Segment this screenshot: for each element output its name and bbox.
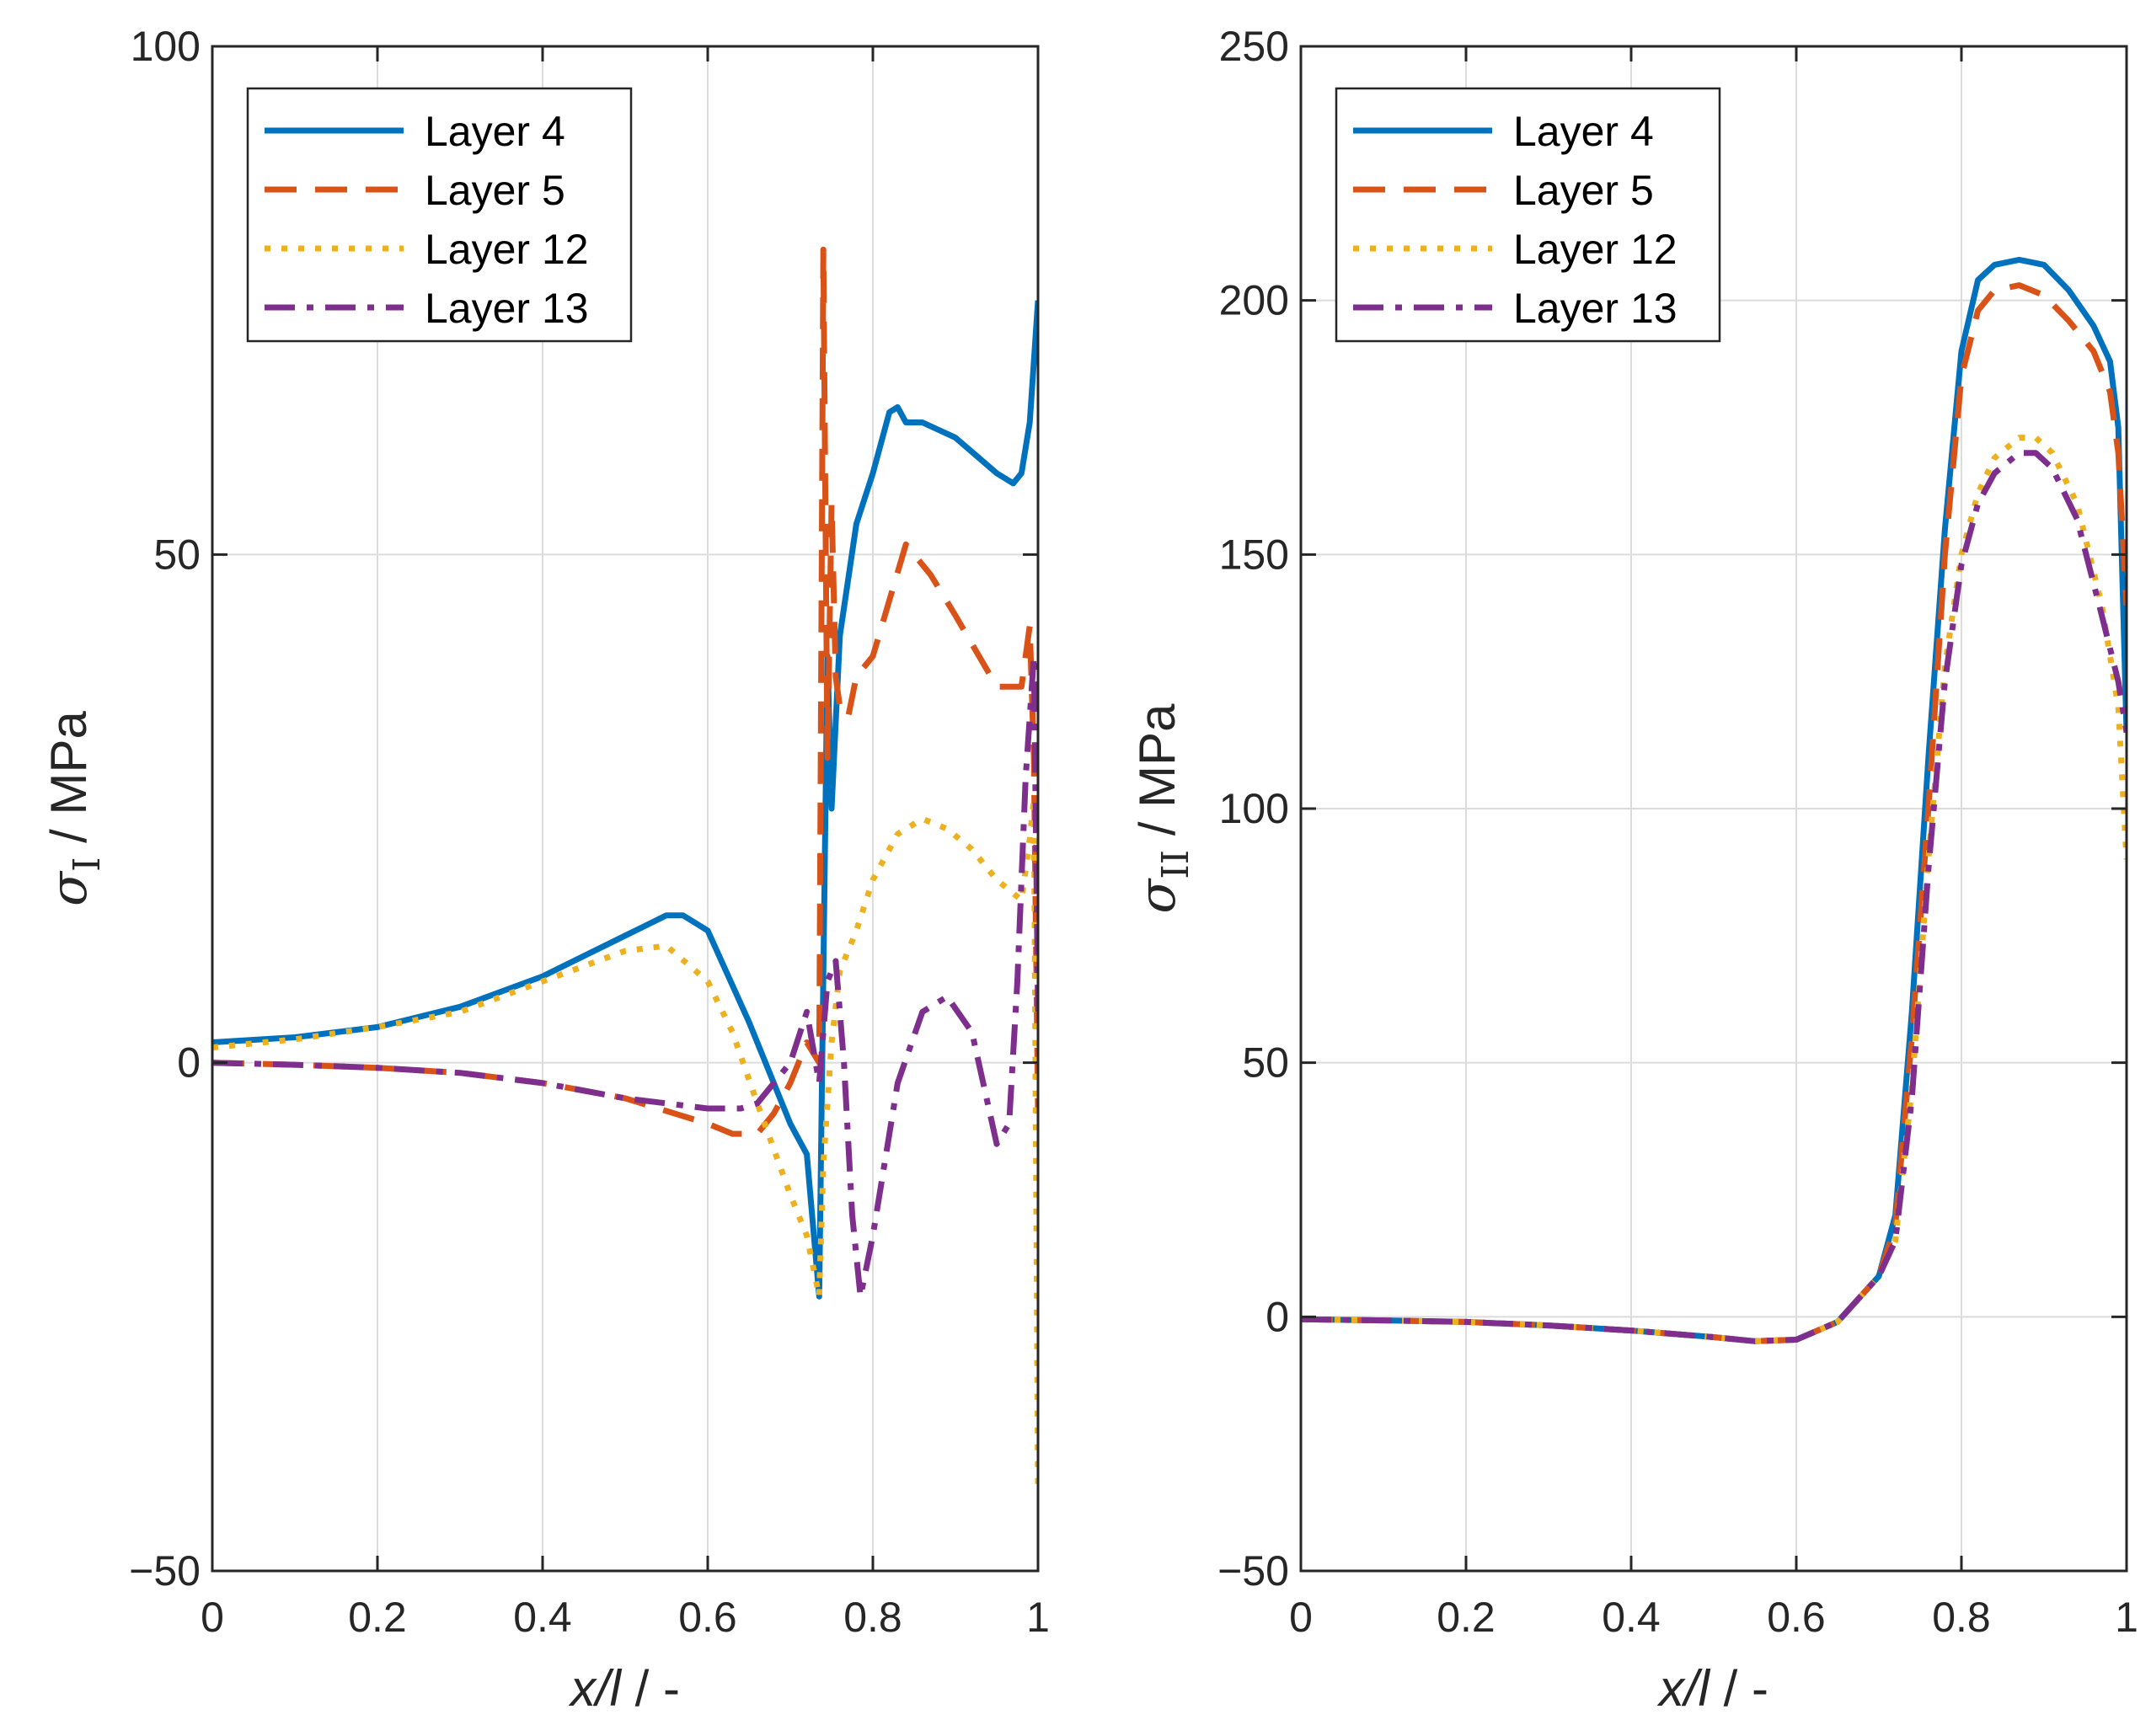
plot0-legend-label-0: Layer 4 xyxy=(425,108,565,155)
plot0-x-tick-label-1: 0.2 xyxy=(348,1594,407,1641)
plot0-x-tick-label-2: 0.4 xyxy=(513,1594,572,1641)
plot0-series-line-layer-5 xyxy=(212,246,1038,1137)
plot0-series-line-layer-13 xyxy=(212,653,1038,1300)
plot0-x-axis-label: x/l / - xyxy=(568,1660,680,1717)
plot1-y-tick-label-3: 100 xyxy=(1219,785,1289,832)
plot1-x-tick-label-2: 0.4 xyxy=(1602,1594,1661,1641)
plot1-y-tick-label-6: 250 xyxy=(1219,23,1289,70)
plot1-x-tick-label-5: 1 xyxy=(2115,1594,2138,1641)
plot1-y-tick-label-2: 50 xyxy=(1242,1039,1289,1087)
plot0-legend-label-1: Layer 5 xyxy=(425,167,565,214)
plot1-x-tick-label-4: 0.8 xyxy=(1932,1594,1991,1641)
plot1-y-tick-label-1: 0 xyxy=(1265,1293,1289,1340)
plot1-y-tick-label-0: −50 xyxy=(1217,1547,1289,1594)
plot1-legend-label-2: Layer 12 xyxy=(1513,226,1677,273)
plot0-y-tick-label-2: 50 xyxy=(153,531,201,578)
plot0-x-tick-label-5: 1 xyxy=(1026,1594,1050,1641)
plot0-series-group xyxy=(212,246,1038,1490)
plot1-x-tick-label-0: 0 xyxy=(1289,1594,1313,1641)
plot1-legend-label-3: Layer 13 xyxy=(1513,285,1677,332)
plot1-legend-label-1: Layer 5 xyxy=(1513,167,1654,214)
plot0-y-axis-label: σI / MPa xyxy=(40,711,109,906)
plot1-legend-label-0: Layer 4 xyxy=(1513,108,1654,155)
plot1-x-tick-label-3: 0.6 xyxy=(1767,1594,1826,1641)
plot1-series-line-layer-13 xyxy=(1301,450,2127,1344)
plot1-y-tick-label-5: 200 xyxy=(1219,277,1289,324)
plot0-y-tick-label-3: 100 xyxy=(131,23,201,70)
plot1-x-tick-label-1: 0.2 xyxy=(1437,1594,1496,1641)
plot1-y-axis-label: σII / MPa xyxy=(1128,703,1197,914)
plot1-x-axis-label: x/l / - xyxy=(1656,1660,1768,1717)
plot0-legend-label-2: Layer 12 xyxy=(425,226,589,273)
plot0-x-tick-label-3: 0.6 xyxy=(678,1594,737,1641)
plot0-legend-label-3: Layer 13 xyxy=(425,285,589,332)
plot1-series-group xyxy=(1301,256,2127,1344)
plot1-y-tick-label-4: 150 xyxy=(1219,531,1289,578)
plot0-x-tick-label-4: 0.8 xyxy=(843,1594,902,1641)
plot0-y-tick-label-0: −50 xyxy=(129,1547,201,1594)
plot0-axes-box xyxy=(211,45,1040,1573)
plot0-y-tick-label-1: 0 xyxy=(177,1039,201,1087)
plot0-x-tick-label-0: 0 xyxy=(201,1594,224,1641)
